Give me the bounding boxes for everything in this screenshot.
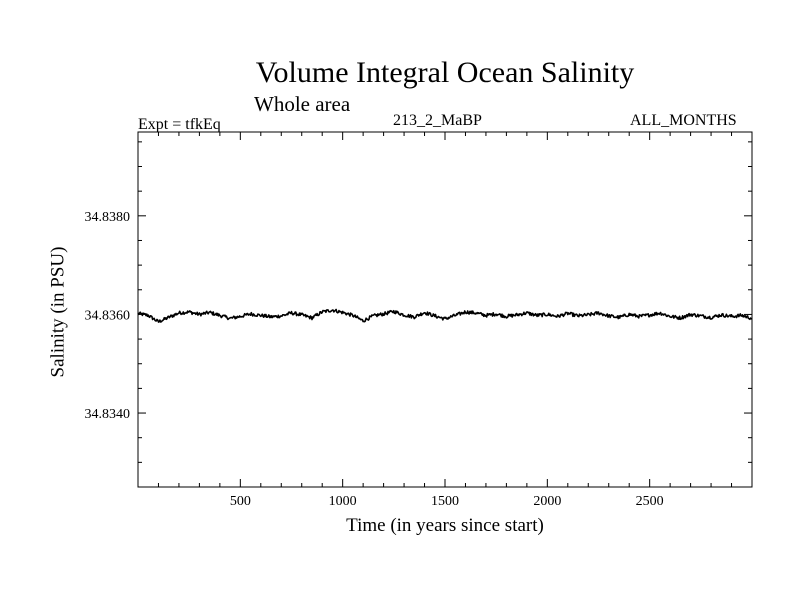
y-tick-label: 34.8360 xyxy=(85,308,131,323)
x-tick-label: 500 xyxy=(230,494,251,509)
axis-ticks xyxy=(138,132,752,487)
x-tick-label: 1000 xyxy=(329,494,357,509)
y-tick-label: 34.8340 xyxy=(85,407,131,422)
salinity-series-line xyxy=(137,308,753,323)
chart-subtitle: Whole area xyxy=(254,92,351,116)
axis-tick-labels: 500 1000 1500 2000 2500 34.8340 34.8360 34.8380 xyxy=(85,210,664,509)
x-axis-label: Time (in years since start) xyxy=(346,515,544,536)
run-id-label: 213_2_MaBP xyxy=(393,112,482,129)
y-tick-label: 34.8380 xyxy=(85,210,131,225)
chart-title: Volume Integral Ocean Salinity xyxy=(255,56,635,89)
experiment-label: Expt = tfkEq xyxy=(138,116,221,133)
x-tick-label: 2500 xyxy=(636,494,664,509)
plot-frame xyxy=(137,131,753,488)
x-tick-label: 1500 xyxy=(431,494,459,509)
months-label: ALL_MONTHS xyxy=(630,112,737,129)
x-tick-label: 2000 xyxy=(533,494,561,509)
